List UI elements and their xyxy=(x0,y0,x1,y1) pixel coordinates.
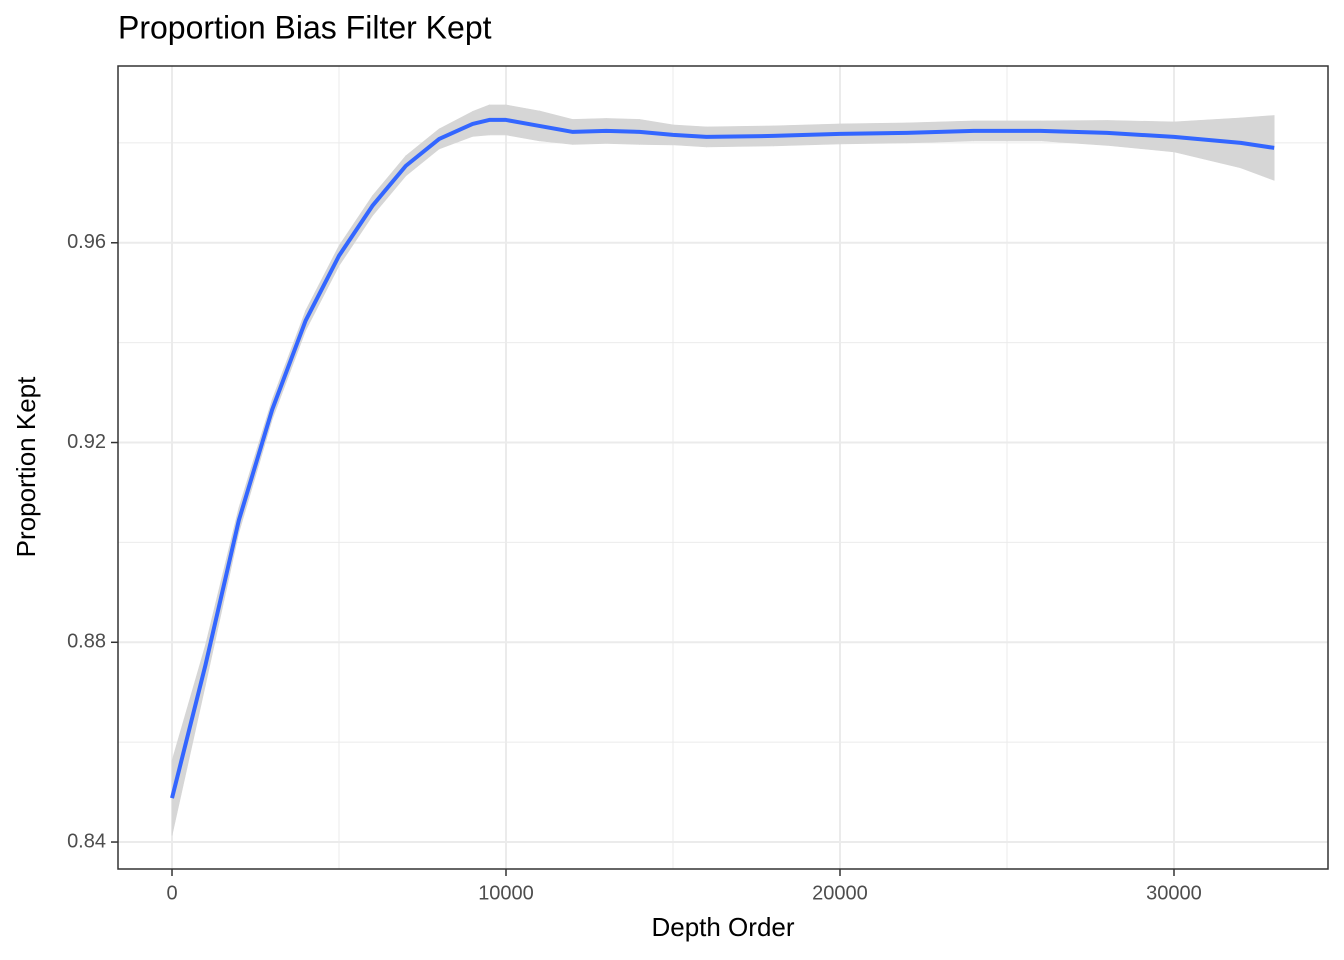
panel-border xyxy=(117,65,1329,870)
y-tick-label: 0.88 xyxy=(67,631,106,653)
x-axis-title: Depth Order xyxy=(651,912,794,942)
y-tick-label: 0.96 xyxy=(67,231,106,253)
line xyxy=(170,117,1275,799)
x-tick-label: 30000 xyxy=(1146,882,1202,904)
confidence-band xyxy=(1240,115,1275,181)
y-tick-label: 0.92 xyxy=(67,431,106,453)
confidence-band xyxy=(171,645,206,836)
x-tick-label: 20000 xyxy=(812,882,868,904)
y-tick-label: 0.84 xyxy=(67,830,106,852)
chart-title: Proportion Bias Filter Kept xyxy=(118,9,492,45)
x-tick-label: 10000 xyxy=(478,882,534,904)
y-axis-title: Proportion Kept xyxy=(11,376,41,557)
x-tick-label: 0 xyxy=(166,882,177,904)
